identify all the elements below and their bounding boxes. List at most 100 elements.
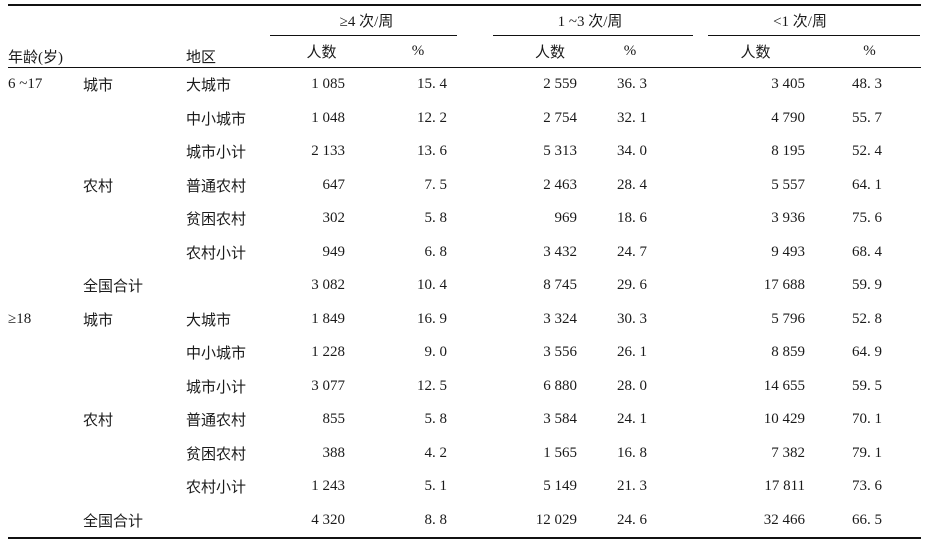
cell-percent-lt1: 79. 1	[852, 444, 883, 461]
cell-count-lt1: 32 466	[763, 511, 806, 528]
cell-count-ge4: 1 085	[311, 76, 345, 93]
cell-age	[8, 336, 83, 370]
cell-count-lt1: 14 655	[763, 377, 806, 394]
cell-count-lt1: 8 195	[771, 143, 806, 160]
cell-percent-1to3: 18. 6	[617, 210, 648, 227]
cell-region: 贫困农村	[186, 446, 247, 463]
statistics-table-container: 年龄(岁) 地区 ≥4 次/周 1 ~3 次/周 <1 次/周 人数 %	[8, 4, 922, 539]
cell-count-ge4: 1 228	[311, 344, 345, 361]
cell-percent-1to3: 26. 1	[617, 344, 648, 361]
group-label: ≥4 次/周	[339, 14, 394, 30]
cell-percent-lt1: 75. 6	[852, 210, 883, 227]
cell-region: 城市小计	[186, 145, 247, 162]
cell-percent-lt1: 66. 5	[852, 511, 883, 528]
cell-percent-lt1: 70. 1	[852, 411, 883, 428]
cell-count-lt1: 9 493	[771, 243, 806, 260]
cell-age	[8, 470, 83, 504]
cell-count-ge4: 1 849	[311, 310, 345, 327]
cell-count-ge4: 3 082	[311, 277, 345, 294]
subheader-count-g2: 人数	[463, 36, 593, 68]
cell-area-type: 全国合计	[83, 513, 144, 530]
cell-count-ge4: 1 243	[311, 478, 345, 495]
cell-count-1to3: 2 463	[543, 176, 577, 193]
cell-count-1to3: 969	[554, 210, 578, 227]
table-row: 城市小计 3 077 12. 5 6 880 28. 0 14 655 59. 5	[8, 370, 921, 404]
cell-age	[8, 437, 83, 471]
subheader-percent-g2: %	[593, 36, 694, 68]
cell-age	[8, 202, 83, 236]
cell-count-1to3: 6 880	[543, 377, 577, 394]
cell-count-ge4: 302	[322, 210, 346, 227]
cell-area-type	[83, 470, 186, 504]
cell-percent-1to3: 24. 6	[617, 511, 648, 528]
header-group-1to3-per-week: 1 ~3 次/周	[463, 5, 694, 36]
table-row: 贫困农村 302 5. 8 969 18. 6 3 936 75. 6	[8, 202, 921, 236]
cell-count-lt1: 3 405	[771, 76, 806, 93]
table-row: 中小城市 1 048 12. 2 2 754 32. 1 4 790 55. 7	[8, 102, 921, 136]
cell-area-type	[83, 102, 186, 136]
cell-percent-ge4: 13. 6	[417, 143, 447, 160]
table-row: 全国合计 4 320 8. 8 12 029 24. 6 32 466 66. 5	[8, 504, 921, 539]
table-row: 农村小计 949 6. 8 3 432 24. 7 9 493 68. 4	[8, 236, 921, 270]
cell-area-type	[83, 202, 186, 236]
cell-region	[186, 269, 270, 303]
data-table: 年龄(岁) 地区 ≥4 次/周 1 ~3 次/周 <1 次/周 人数 %	[8, 4, 922, 539]
cell-count-lt1: 5 796	[771, 310, 806, 327]
cell-count-1to3: 1 565	[543, 444, 577, 461]
cell-age: ≥18	[8, 310, 32, 327]
cell-count-ge4: 647	[322, 176, 346, 193]
cell-percent-ge4: 4. 2	[424, 444, 448, 461]
cell-percent-lt1: 64. 1	[852, 176, 883, 193]
cell-count-lt1: 7 382	[771, 444, 806, 461]
cell-area-type	[83, 135, 186, 169]
group-underline	[493, 35, 694, 36]
cell-count-lt1: 17 688	[763, 277, 806, 294]
header-area-blank	[83, 5, 186, 68]
cell-count-1to3: 3 584	[543, 411, 577, 428]
cell-percent-lt1: 64. 9	[852, 344, 883, 361]
cell-area-type	[83, 336, 186, 370]
cell-percent-1to3: 29. 6	[617, 277, 648, 294]
cell-percent-ge4: 5. 8	[424, 411, 448, 428]
cell-count-ge4: 388	[322, 444, 346, 461]
cell-count-lt1: 4 790	[771, 109, 806, 126]
subheader-percent-g1: %	[373, 36, 463, 68]
cell-percent-lt1: 48. 3	[852, 76, 883, 93]
cell-count-lt1: 3 936	[771, 210, 806, 227]
cell-percent-ge4: 12. 5	[417, 377, 447, 394]
cell-percent-ge4: 9. 0	[424, 344, 448, 361]
cell-region: 贫困农村	[186, 212, 247, 229]
cell-percent-ge4: 16. 9	[417, 310, 447, 327]
cell-percent-ge4: 15. 4	[417, 76, 447, 93]
cell-age	[8, 135, 83, 169]
cell-count-1to3: 3 432	[543, 243, 577, 260]
cell-area-type: 农村	[83, 178, 114, 195]
cell-percent-ge4: 6. 8	[424, 243, 448, 260]
cell-count-1to3: 12 029	[535, 511, 577, 528]
cell-count-ge4: 4 320	[311, 511, 345, 528]
cell-percent-lt1: 52. 4	[852, 143, 883, 160]
subheader-count-g3: 人数	[693, 36, 819, 68]
table-row: ≥18 城市 大城市 1 849 16. 9 3 324 30. 3 5 796 52. 8	[8, 303, 921, 337]
cell-area-type	[83, 370, 186, 404]
cell-region: 大城市	[186, 78, 232, 95]
cell-area-type: 城市	[83, 312, 114, 329]
cell-region: 普通农村	[186, 178, 247, 195]
cell-region: 中小城市	[186, 111, 247, 128]
cell-age	[8, 403, 83, 437]
group-underline	[270, 35, 457, 36]
cell-region: 农村小计	[186, 480, 247, 497]
cell-region: 普通农村	[186, 413, 247, 430]
cell-percent-1to3: 21. 3	[617, 478, 648, 495]
header-group-ge4-per-week: ≥4 次/周	[270, 5, 463, 36]
table-row: 贫困农村 388 4. 2 1 565 16. 8 7 382 79. 1	[8, 437, 921, 471]
cell-percent-ge4: 5. 8	[424, 210, 448, 227]
cell-region	[186, 504, 270, 539]
cell-area-type: 农村	[83, 413, 114, 430]
cell-age	[8, 269, 83, 303]
cell-count-1to3: 8 745	[543, 277, 577, 294]
cell-percent-ge4: 12. 2	[417, 109, 447, 126]
table-row: 农村 普通农村 855 5. 8 3 584 24. 1 10 429 70. 1	[8, 403, 921, 437]
table-row: 全国合计 3 082 10. 4 8 745 29. 6 17 688 59. 9	[8, 269, 921, 303]
